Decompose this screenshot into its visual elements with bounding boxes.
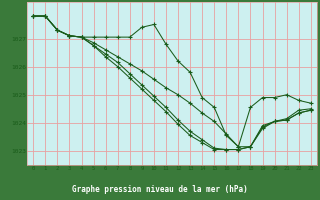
Text: Graphe pression niveau de la mer (hPa): Graphe pression niveau de la mer (hPa) [72, 184, 248, 194]
